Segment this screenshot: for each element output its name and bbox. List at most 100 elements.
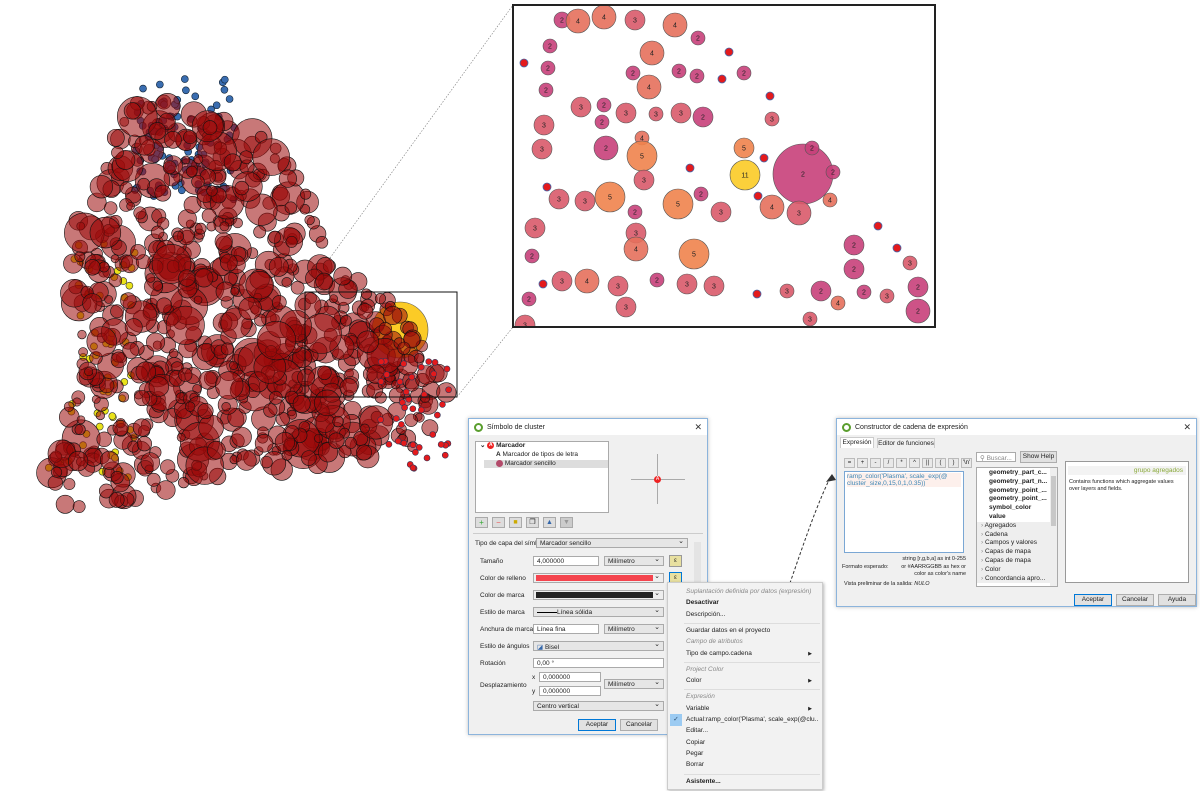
operator-button[interactable]: ( — [935, 458, 946, 468]
data-defined-override-icon[interactable]: ε — [669, 555, 682, 567]
stroke-width-unit-select[interactable]: Milímetro — [604, 624, 664, 634]
rotation-input[interactable]: 0,00 ° — [533, 658, 664, 668]
remove-layer-icon[interactable]: − — [492, 517, 505, 528]
function-list-item[interactable]: geometry_part_n... — [989, 477, 1048, 485]
function-list-item[interactable]: › Color — [977, 565, 1057, 575]
function-list-item[interactable]: › Concordancia apro... — [977, 574, 1057, 584]
tree-root-marker[interactable]: ⌄ A Marcador — [476, 442, 608, 451]
cluster-marker — [907, 276, 929, 298]
menu-item[interactable]: Color ▶ — [686, 677, 812, 685]
expression-editor[interactable]: ramp_color('Plasma', scale_exp(@ cluster_… — [844, 471, 964, 553]
menu-item[interactable]: Copiar — [686, 738, 706, 746]
size-input[interactable]: 4,000000 — [533, 556, 599, 566]
operator-button[interactable]: = — [844, 458, 855, 468]
menu-item[interactable]: Descripción... — [686, 610, 726, 618]
menu-item[interactable]: Asistente... — [686, 777, 721, 785]
cancel-button[interactable]: Cancelar — [620, 719, 658, 731]
cluster-marker — [191, 174, 205, 189]
function-list[interactable]: geometry_part_c... geometry_part_n... geom… — [976, 467, 1058, 587]
operator-button[interactable]: ^ — [909, 458, 920, 468]
join-style-select[interactable]: ◪ Bisel — [533, 641, 664, 651]
lock-icon[interactable]: ■ — [509, 517, 522, 528]
function-list-item[interactable]: › Capas de mapa — [977, 548, 1057, 557]
stroke-width-input[interactable]: Línea fina — [533, 624, 599, 634]
show-help-button[interactable]: Show Help — [1020, 451, 1057, 463]
close-icon[interactable]: ✕ — [694, 421, 702, 432]
cluster-marker — [328, 432, 345, 449]
menu-separator — [684, 622, 820, 624]
offset-x-input[interactable]: 0,000000 — [539, 672, 601, 682]
menu-item[interactable]: Editar... — [686, 727, 709, 735]
duplicate-icon[interactable]: ❐ — [526, 517, 539, 528]
cluster-marker — [268, 256, 289, 277]
operator-button[interactable]: - — [870, 458, 881, 468]
offset-y-input[interactable]: 0,000000 — [539, 686, 601, 696]
add-layer-icon[interactable]: + — [475, 517, 488, 528]
chevron-down-icon: ⌄ — [480, 442, 488, 450]
operator-button[interactable]: || — [922, 458, 933, 468]
operator-button[interactable]: ) — [948, 458, 959, 468]
function-list-item[interactable]: › Cadena — [977, 530, 1057, 540]
ok-button[interactable]: Aceptar — [1074, 594, 1112, 606]
cluster-count-label: 4 — [602, 15, 606, 22]
expression-text: ramp_color('Plasma', scale_exp(@ cluster_… — [847, 473, 961, 487]
cluster-count-label: 5 — [742, 146, 746, 153]
move-down-icon[interactable]: ▼ — [560, 517, 573, 528]
single-point-marker — [873, 221, 883, 231]
function-list-item[interactable]: value — [989, 512, 1006, 520]
function-list-item[interactable]: › Capas de mapa — [977, 556, 1057, 566]
cluster-marker — [146, 472, 161, 487]
cluster-count-label: 3 — [624, 305, 628, 312]
operator-button[interactable]: * — [896, 458, 907, 468]
menu-item[interactable]: Guardar datos en el proyecto — [686, 626, 771, 634]
tree-item-font-marker[interactable]: A Marcador de tipos de letra — [476, 451, 608, 460]
stroke-style-select[interactable]: Línea sólida — [533, 607, 664, 617]
cluster-symbol-dialog: Símbolo de cluster ✕ ⌄ A Marcador A Marc… — [468, 418, 708, 735]
move-up-icon[interactable]: ▲ — [543, 517, 556, 528]
cluster-marker — [678, 238, 710, 270]
operator-button[interactable]: + — [857, 458, 868, 468]
cancel-button[interactable]: Cancelar — [1116, 594, 1154, 606]
menu-item[interactable]: Pegar — [686, 749, 704, 757]
stroke-color-button[interactable] — [533, 590, 664, 600]
menu-item[interactable]: Actual:ramp_color('Plasma', scale_exp(@c… — [686, 716, 818, 723]
cluster-count-label: 4 — [650, 51, 654, 58]
cluster-marker — [214, 232, 233, 251]
close-icon[interactable]: ✕ — [1183, 421, 1191, 432]
scrollbar[interactable] — [1050, 468, 1057, 586]
menu-item[interactable]: Desactivar — [686, 599, 719, 607]
cluster-marker — [531, 138, 553, 160]
offset-unit-select[interactable]: Milímetro — [604, 679, 664, 689]
anchor-select[interactable]: Centro vertical — [533, 701, 664, 711]
function-list-item[interactable]: geometry_point_... — [989, 486, 1047, 494]
function-list-item[interactable]: geometry_point_... — [989, 495, 1047, 503]
operator-button[interactable]: / — [883, 458, 894, 468]
cluster-marker — [220, 342, 234, 356]
tab-expression[interactable]: Expresión — [840, 437, 874, 448]
help-button[interactable]: Ayuda — [1158, 594, 1196, 606]
layer-type-select[interactable]: Marcador sencillo — [536, 538, 688, 548]
operator-button[interactable]: '\n' — [961, 458, 972, 468]
cluster-marker — [96, 431, 112, 448]
ok-button[interactable]: Aceptar — [578, 719, 616, 731]
cluster-marker — [123, 102, 141, 120]
menu-item[interactable]: Tipo de campo.cadena ▶ — [686, 649, 812, 657]
fill-color-button[interactable] — [533, 573, 664, 583]
cluster-count-label: 2 — [916, 285, 920, 292]
function-list-item[interactable]: › Agregados — [977, 521, 1057, 531]
cluster-count-label: 2 — [655, 278, 659, 285]
size-unit-select[interactable]: Milímetro — [604, 556, 664, 566]
tab-function-editor[interactable]: Editor de funciones — [877, 438, 935, 448]
function-search-input[interactable]: ⚲ Buscar... — [976, 452, 1016, 462]
cluster-count-label: 2 — [701, 115, 705, 122]
menu-item[interactable]: Borrar — [686, 761, 705, 769]
symbol-layer-tree[interactable]: ⌄ A Marcador A Marcador de tipos de letr… — [475, 441, 609, 513]
function-list-item[interactable]: geometry_part_c... — [989, 469, 1047, 476]
checkmark-icon: ✓ — [670, 714, 682, 726]
tree-item-simple-marker[interactable]: Marcador sencillo — [484, 459, 608, 469]
menu-item[interactable]: Variable ▶ — [686, 704, 812, 712]
function-list-item[interactable]: symbol_color — [989, 504, 1032, 512]
cluster-marker — [238, 296, 262, 321]
function-list-item[interactable]: › Campos y valores — [977, 539, 1057, 549]
